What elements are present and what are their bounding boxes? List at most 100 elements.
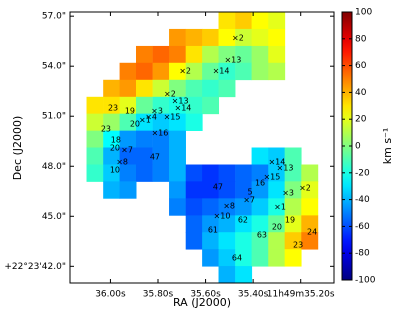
map-cell: [251, 164, 269, 182]
x-tick-label: 35.80s: [143, 290, 174, 300]
map-cell: [86, 130, 104, 148]
map-cell: [119, 79, 137, 98]
map-cell: [169, 113, 186, 131]
map-cell: [218, 164, 236, 182]
map-cell: [152, 164, 170, 182]
annotation: ×14: [213, 67, 230, 76]
map-cell: [251, 45, 269, 64]
map-cell: [218, 198, 236, 216]
map-cell: [169, 181, 186, 199]
map-cell: [136, 45, 153, 64]
annotation: ×2: [232, 34, 244, 43]
annotation: ×16: [151, 129, 168, 138]
map-cell: [235, 181, 253, 199]
colorbar-tick-label: -20: [355, 168, 370, 178]
map-cell: [202, 181, 220, 199]
map-cell: [136, 164, 153, 182]
map-cell: [103, 181, 121, 199]
map-cell: [86, 164, 104, 182]
map-cell: [169, 45, 186, 64]
map-cell: [251, 249, 269, 267]
map-cell: [152, 45, 170, 64]
annotation: ×2: [179, 67, 191, 76]
map-cell: [218, 45, 236, 64]
map-cell: [169, 62, 186, 81]
annotation: ×13: [224, 56, 241, 65]
map-cell: [202, 45, 220, 64]
map-cell: [185, 113, 203, 131]
map-cell: [119, 147, 137, 165]
y-tick-label: +22°23'42.0": [4, 262, 66, 272]
map-cell: [268, 62, 286, 81]
map-cell: [202, 28, 220, 47]
map-cell: [202, 79, 220, 98]
annotation: 23: [101, 124, 111, 133]
map-cell: [86, 147, 104, 165]
map-cell: [185, 215, 203, 233]
map-cell: [235, 232, 253, 250]
colorbar-tick-label: 0: [355, 142, 361, 152]
x-tick-label: 35.60s: [190, 290, 221, 300]
map-cell: [119, 96, 137, 115]
plot-frame: [69, 11, 335, 284]
map-cell: [152, 130, 170, 148]
annotation: ×4: [145, 113, 157, 122]
annotation: ×15: [263, 172, 280, 181]
map-cell: [185, 28, 203, 47]
map-cell: [284, 249, 302, 267]
annotation: 19: [125, 107, 135, 116]
annotation: ×7: [243, 195, 255, 204]
colorbar-tick-label: -80: [355, 249, 370, 259]
map-cell: [251, 12, 269, 30]
map-cell: [235, 249, 253, 267]
map-cell: [169, 130, 186, 148]
annotation: 64: [232, 253, 242, 262]
map-cell: [235, 45, 253, 64]
annotation: ×14: [175, 104, 192, 113]
annotation: ×2: [299, 183, 311, 192]
map-cell: [103, 79, 121, 98]
annotation: ×10: [214, 211, 231, 220]
map-cell: [218, 12, 236, 30]
map-cell: [103, 96, 121, 115]
annotation: ×2: [164, 90, 176, 99]
map-cell: [185, 79, 203, 98]
map-cell: [251, 232, 269, 250]
colorbar-tick-label: 100: [355, 8, 372, 18]
map-cell: [152, 113, 170, 131]
annotation: 24: [307, 227, 317, 236]
map-cell: [119, 164, 137, 182]
map-cell: [185, 164, 203, 182]
annotation: 16: [255, 178, 265, 187]
map-cell: [202, 96, 220, 115]
annotation: 61: [208, 225, 218, 234]
y-tick-label: 54.0": [42, 62, 66, 72]
map-cell: [235, 12, 253, 30]
map-cell: [301, 215, 319, 233]
map-cell: [268, 198, 286, 216]
map-cell: [284, 181, 302, 199]
colorbar-tick-label: -60: [355, 222, 370, 232]
map-cell: [169, 198, 186, 216]
annotation: 18: [111, 135, 121, 144]
x-axis-label: RA (J2000): [173, 296, 231, 309]
map-cell: [268, 147, 286, 165]
map-cell: [202, 232, 220, 250]
map-cell: [119, 181, 137, 199]
colorbar-tick-label: 20: [355, 115, 367, 125]
map-cell: [152, 147, 170, 165]
map-cell: [185, 198, 203, 216]
colorbar-tick-label: 80: [355, 34, 367, 44]
map-cell: [251, 62, 269, 81]
map-cell: [268, 45, 286, 64]
annotation: ×1: [139, 116, 151, 125]
map-cell: [86, 113, 104, 131]
y-tick-label: 48.0": [42, 162, 66, 172]
map-cell: [235, 62, 253, 81]
map-cell: [169, 147, 186, 165]
y-tick-label: 57.0": [42, 12, 66, 22]
map-cell: [185, 96, 203, 115]
map-cell: [136, 79, 153, 98]
map-cell: [136, 96, 153, 115]
